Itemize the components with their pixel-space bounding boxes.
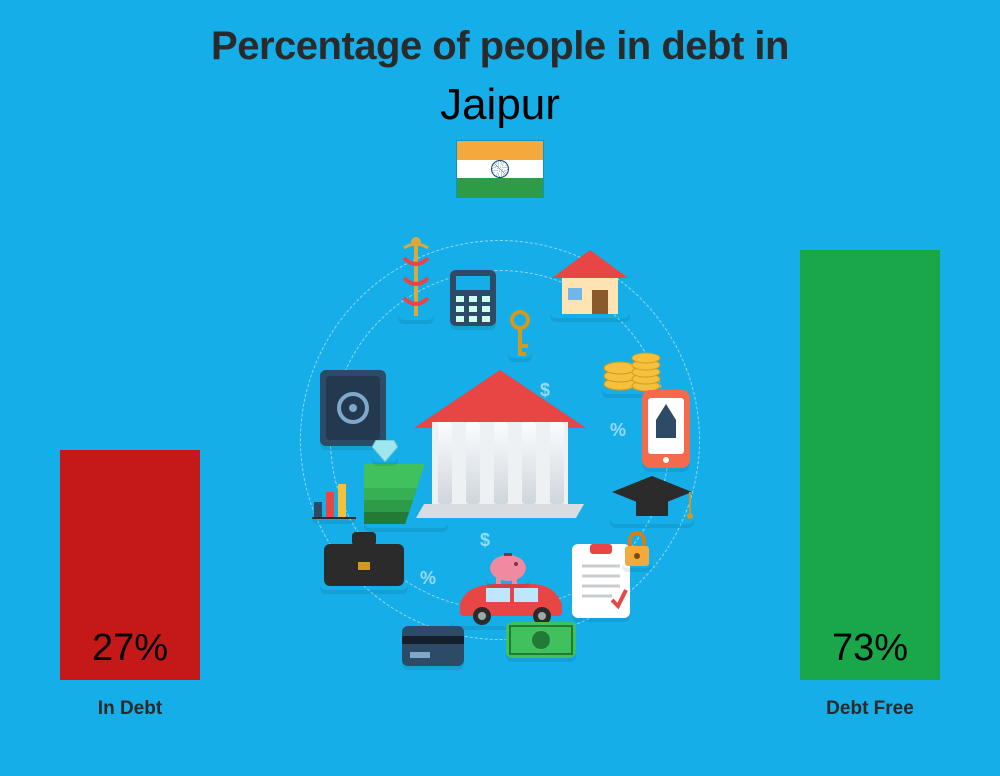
bar-in-debt-value: 27%: [92, 627, 168, 680]
coins-stack-icon: [602, 330, 662, 394]
title-main: Percentage of people in debt in: [0, 24, 1000, 69]
bar-debt-free: 73% Debt Free: [800, 250, 940, 680]
india-flag-icon: [456, 140, 544, 198]
bar-in-debt: 27% In Debt: [60, 450, 200, 680]
banknote-icon: [506, 622, 576, 658]
key-icon: [508, 310, 532, 358]
grad-cap-icon: [610, 474, 694, 524]
cash-stack-icon: [364, 460, 448, 528]
flag-stripe-saffron: [457, 141, 543, 160]
credit-card-icon: [402, 626, 464, 666]
caduceus-icon: [398, 236, 434, 320]
bar-in-debt-label: In Debt: [60, 698, 200, 720]
finance-illustration: $ % % $: [290, 230, 710, 650]
diamond-icon: [372, 440, 398, 462]
briefcase-icon: [320, 530, 408, 590]
city-subtitle: Jaipur: [0, 80, 1000, 130]
dollar-symbol-2: $: [480, 530, 490, 551]
flag-stripe-green: [457, 178, 543, 197]
bar-debt-free-value: 73%: [832, 627, 908, 680]
piggy-bank-icon: [486, 550, 530, 584]
percent-symbol: %: [610, 420, 626, 441]
calculator-icon: [450, 270, 496, 326]
dollar-symbol: $: [540, 380, 550, 401]
smartphone-icon: [642, 390, 690, 468]
bar-chart-mini-icon: [312, 480, 356, 520]
bar-debt-free-label: Debt Free: [800, 698, 940, 720]
flag-chakra-icon: [491, 160, 509, 178]
padlock-icon: [622, 530, 652, 568]
house-icon: [550, 248, 630, 318]
safe-icon: [320, 370, 386, 446]
percent-symbol-2: %: [420, 568, 436, 589]
